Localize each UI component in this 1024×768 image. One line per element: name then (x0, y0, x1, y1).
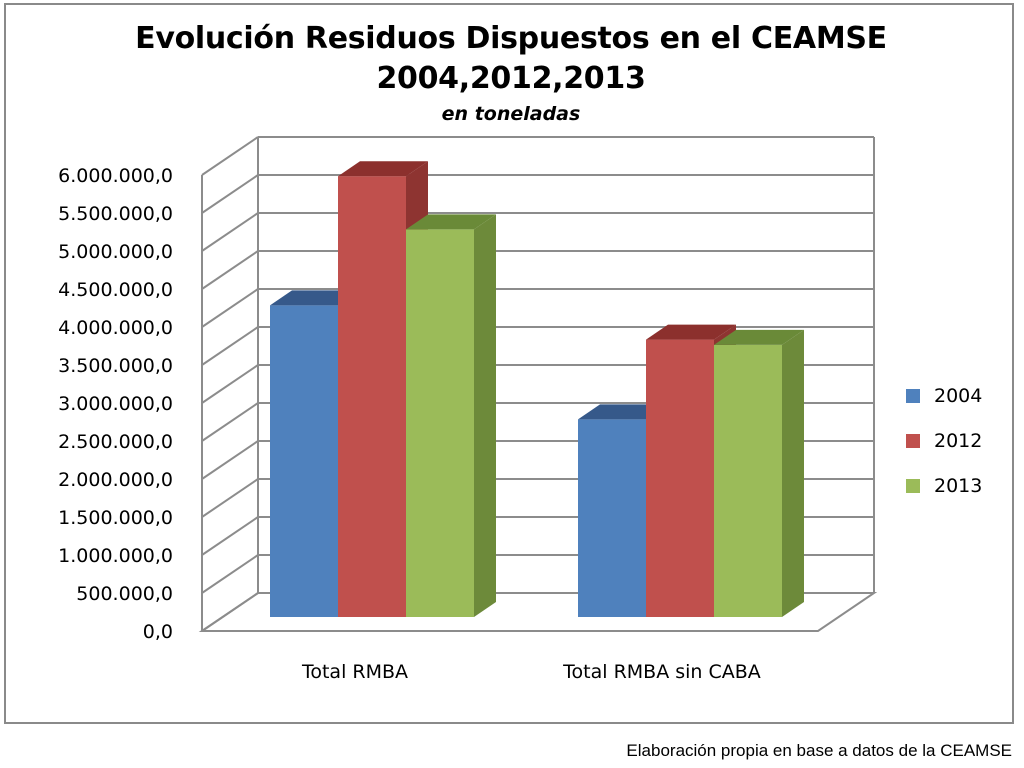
y-tick-label: 2.000.000,0 (58, 469, 173, 491)
x-category-label: Total RMBA sin CABA (562, 661, 761, 683)
y-tick-label: 5.000.000,0 (58, 241, 173, 263)
legend-label: 2012 (934, 429, 983, 452)
chart-title-line1: Evolución Residuos Dispuestos en el CEAM… (135, 21, 887, 56)
bar-front (406, 229, 474, 617)
legend-swatch (906, 433, 920, 448)
bar-front (270, 305, 338, 617)
bar-top (406, 214, 496, 230)
bar-chart: 0,0 500.000,0 1.000.000,0 1.500.000,0 2.000.… (58, 136, 878, 683)
gridline-side (201, 212, 259, 252)
chart-subtitle: en toneladas (441, 103, 581, 125)
bar-front (714, 344, 782, 617)
bar-side (782, 329, 804, 617)
gridline-side (201, 326, 259, 366)
y-tick-label: 3.000.000,0 (58, 393, 173, 415)
bar-top (714, 329, 804, 345)
gridline-side (201, 136, 259, 176)
y-tick-label: 3.500.000,0 (58, 355, 173, 377)
chart-title: Evolución Residuos Dispuestos en el CEAM… (6, 19, 1016, 99)
bar-top (646, 324, 736, 340)
chart-title-line2: 2004,2012,2013 (376, 61, 646, 96)
legend-item-2004: 2004 (906, 373, 982, 418)
y-tick-label: 500.000,0 (76, 583, 173, 605)
x-axis-labels: Total RMBA Total RMBA sin CABA (301, 661, 761, 683)
gridline-side (201, 250, 259, 290)
gridline-side (201, 440, 259, 480)
y-axis-ticks: 0,0 500.000,0 1.000.000,0 1.500.000,0 2.000.… (58, 165, 173, 643)
y-tick-label: 6.000.000,0 (58, 165, 173, 187)
gridline-side (201, 554, 259, 594)
y-tick-label: 5.500.000,0 (58, 203, 173, 225)
y-tick-label: 4.000.000,0 (58, 317, 173, 339)
y-tick-label: 2.500.000,0 (58, 431, 173, 453)
gridline-side (201, 174, 259, 214)
gridline-side (201, 364, 259, 404)
legend-label: 2004 (934, 384, 983, 407)
bar-front (646, 339, 714, 617)
y-tick-label: 4.500.000,0 (58, 279, 173, 301)
bar-2013-0 (406, 214, 496, 617)
y-tick-label: 1.000.000,0 (58, 545, 173, 567)
bar-front (578, 419, 646, 617)
gridline-side (201, 478, 259, 518)
y-tick-label: 0,0 (143, 621, 173, 643)
bar-front (338, 176, 406, 617)
bar-side (474, 214, 496, 617)
chart-frame: Evolución Residuos Dispuestos en el CEAM… (4, 3, 1014, 724)
legend: 2004 2012 2013 (906, 373, 982, 508)
bar-2013-1 (714, 329, 804, 617)
gridline-side (201, 402, 259, 442)
footnote: Elaboración propia en base a datos de la… (626, 741, 1012, 760)
bars (270, 161, 804, 617)
legend-item-2012: 2012 (906, 418, 982, 463)
legend-label: 2013 (934, 474, 983, 497)
bar-top (578, 404, 668, 420)
bar-top (338, 161, 428, 177)
legend-swatch (906, 478, 920, 493)
y-tick-label: 1.500.000,0 (58, 507, 173, 529)
x-category-label: Total RMBA (301, 661, 408, 683)
gridline-side (201, 592, 259, 632)
gridline-side (201, 288, 259, 328)
legend-item-2013: 2013 (906, 463, 982, 508)
bar-top (270, 290, 360, 306)
legend-swatch (906, 388, 920, 403)
gridline-side (201, 516, 259, 556)
